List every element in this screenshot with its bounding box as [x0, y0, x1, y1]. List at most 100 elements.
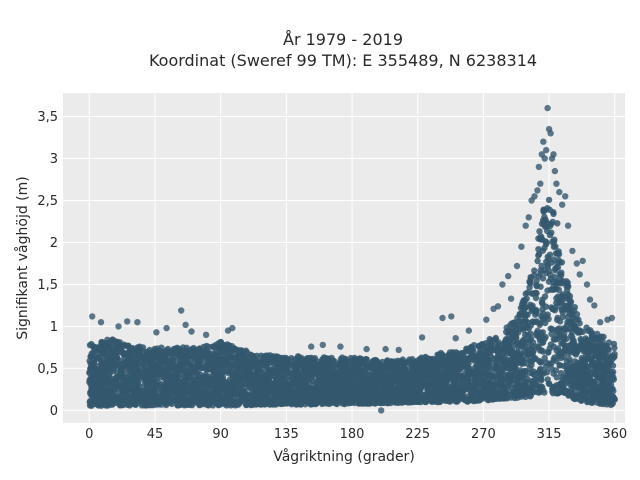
data-point — [503, 363, 510, 371]
data-point — [388, 374, 395, 382]
data-point — [580, 340, 588, 347]
data-point — [114, 347, 121, 355]
data-point — [212, 341, 220, 349]
data-point — [96, 370, 103, 378]
data-point — [516, 321, 523, 329]
data-point — [478, 393, 485, 400]
data-point — [212, 352, 220, 359]
data-point — [540, 315, 547, 322]
data-point — [490, 337, 497, 344]
data-point — [528, 358, 535, 365]
data-point — [88, 340, 95, 348]
data-point — [500, 395, 507, 402]
data-point — [528, 290, 536, 297]
data-point — [422, 354, 429, 362]
data-point — [548, 365, 555, 372]
data-point — [201, 373, 208, 381]
data-point — [501, 384, 508, 392]
data-point — [216, 366, 223, 373]
data-point — [102, 368, 109, 375]
data-point — [548, 330, 555, 338]
data-point — [168, 357, 176, 364]
data-point — [520, 299, 528, 306]
data-point — [316, 385, 323, 393]
data-point — [122, 388, 129, 396]
data-point — [307, 386, 314, 393]
chart-title-line2: Koordinat (Sweref 99 TM): E 355489, N 62… — [149, 51, 537, 70]
data-point — [153, 401, 160, 408]
data-point — [373, 396, 380, 403]
data-point — [533, 282, 540, 289]
data-point — [536, 228, 543, 235]
data-point — [497, 365, 505, 372]
data-point — [599, 366, 607, 373]
data-point — [395, 370, 402, 377]
data-point — [508, 367, 515, 374]
data-point — [537, 359, 544, 366]
data-point — [258, 369, 265, 377]
data-point — [553, 280, 560, 287]
data-point — [574, 363, 582, 370]
data-point — [568, 309, 576, 317]
data-point — [383, 387, 390, 394]
data-point — [203, 390, 210, 397]
data-point — [480, 374, 487, 381]
data-point — [549, 385, 556, 393]
data-point — [547, 220, 555, 228]
data-point — [514, 394, 521, 401]
data-point — [527, 274, 534, 282]
data-point — [543, 241, 550, 248]
data-point — [211, 369, 218, 376]
data-point — [574, 328, 582, 335]
data-point — [583, 324, 590, 331]
data-point — [529, 318, 536, 325]
data-points — [86, 104, 618, 414]
data-point — [364, 379, 371, 386]
data-point — [302, 398, 309, 405]
data-point — [558, 269, 565, 276]
data-point — [535, 246, 542, 253]
data-point — [605, 364, 612, 371]
data-point — [86, 402, 94, 409]
data-point — [196, 345, 203, 352]
data-point — [525, 339, 532, 346]
data-point — [264, 355, 272, 363]
data-point — [430, 357, 438, 364]
data-point — [535, 344, 542, 351]
data-point — [477, 361, 484, 368]
data-point — [450, 384, 457, 391]
data-point — [215, 401, 222, 408]
data-point — [146, 366, 153, 373]
data-point — [611, 350, 618, 358]
data-point — [509, 353, 517, 360]
data-point — [526, 284, 533, 291]
data-point — [541, 293, 549, 300]
data-point — [193, 364, 200, 372]
data-point — [519, 343, 526, 350]
data-point — [447, 353, 454, 361]
data-point — [545, 256, 552, 263]
data-point — [209, 402, 217, 409]
data-point — [454, 363, 461, 371]
data-point — [205, 354, 212, 362]
data-point — [418, 395, 425, 403]
data-point — [387, 397, 394, 405]
data-point — [436, 381, 443, 389]
data-point — [339, 359, 346, 366]
data-point — [402, 367, 409, 374]
data-point — [524, 323, 531, 331]
data-point — [557, 354, 565, 362]
data-point — [460, 378, 468, 385]
data-point — [238, 347, 245, 354]
data-point — [136, 371, 144, 378]
data-point — [549, 286, 557, 293]
data-point — [171, 388, 178, 395]
data-point — [603, 370, 610, 377]
data-point — [405, 381, 413, 388]
data-point — [546, 380, 553, 388]
data-point — [125, 360, 133, 368]
data-point — [390, 369, 398, 376]
data-point — [323, 367, 331, 374]
data-point — [317, 361, 324, 368]
data-point — [534, 257, 541, 265]
